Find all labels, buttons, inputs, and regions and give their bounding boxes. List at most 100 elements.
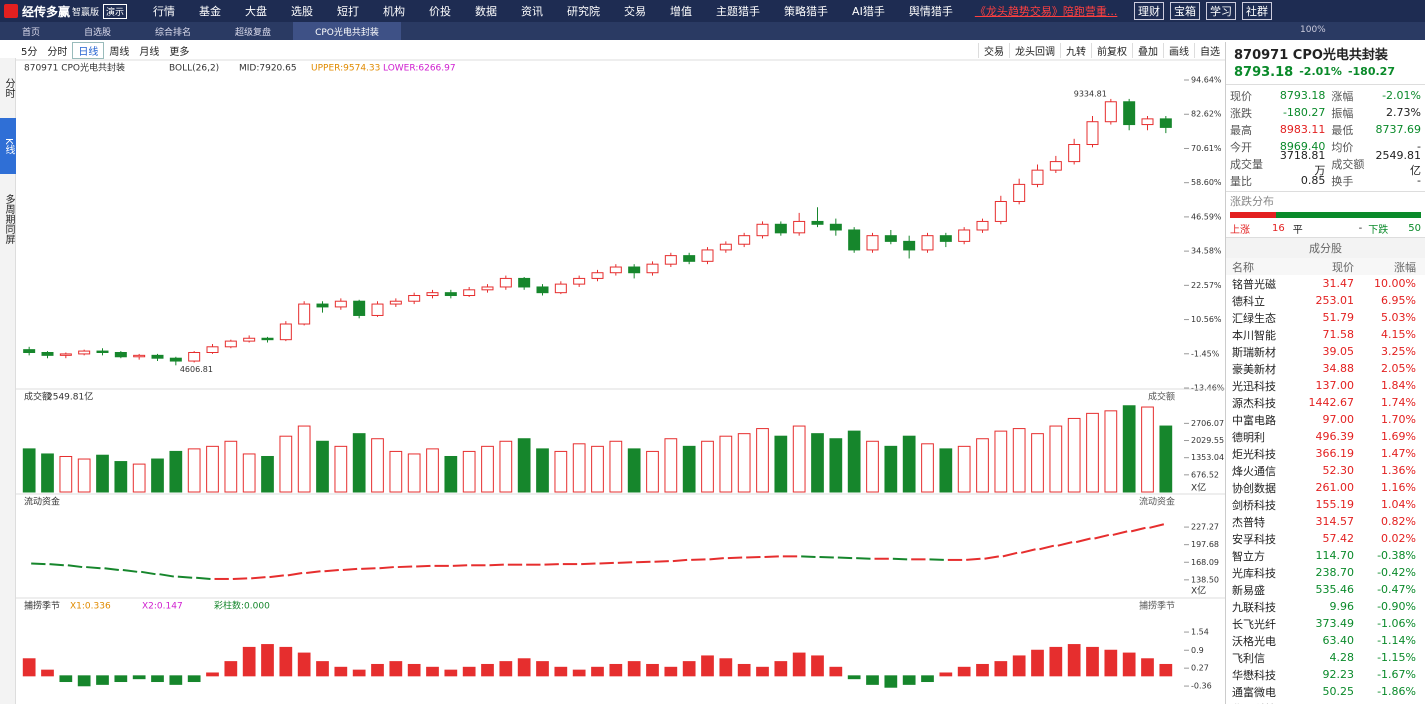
nav-item[interactable]: 增值: [670, 5, 693, 18]
bar: [866, 675, 879, 685]
nav-item[interactable]: 策略猎手: [784, 5, 829, 18]
tool[interactable]: 交易: [978, 42, 1009, 58]
nav-item[interactable]: 交易: [624, 5, 647, 18]
cons-row[interactable]: 斯瑞新材 39.05 3.25%: [1226, 343, 1425, 360]
indicator: BOLL(26,2): [169, 64, 219, 74]
cons-row[interactable]: 本川智能 71.58 4.15%: [1226, 326, 1425, 343]
cons-row[interactable]: 新易盛 535.46 -0.47%: [1226, 581, 1425, 598]
cons-row[interactable]: 源杰科技 1442.67 1.74%: [1226, 394, 1425, 411]
bar: [902, 675, 916, 685]
cons-row[interactable]: 中富电路 97.00 1.70%: [1226, 411, 1425, 428]
bar: [187, 448, 201, 493]
cons-row[interactable]: 杰普特 314.57 0.82%: [1226, 513, 1425, 530]
nav-button[interactable]: 宝箱: [1170, 2, 1200, 20]
cons-cell: 63.40: [1322, 634, 1355, 647]
cons-row[interactable]: 光库科技 238.70 -0.42%: [1226, 564, 1425, 581]
cons-row[interactable]: 德科立 253.01 6.95%: [1226, 292, 1425, 309]
marquee[interactable]: 《龙头趋势交易》陪跑营重...: [974, 5, 1118, 18]
nav-button[interactable]: 学习: [1206, 2, 1236, 20]
nav-item[interactable]: 主题猎手: [716, 5, 761, 18]
cons-row[interactable]: 九联科技 9.96 -0.90%: [1226, 598, 1425, 615]
cons-row[interactable]: 汇绿生态 51.79 5.03%: [1226, 309, 1425, 326]
period[interactable]: 更多: [169, 46, 190, 58]
logo: [4, 4, 18, 18]
tab[interactable]: CPO光电共封装: [293, 22, 401, 40]
nav-item[interactable]: AI猎手: [852, 5, 885, 18]
cons-row[interactable]: 豪美新材 34.88 2.05%: [1226, 360, 1425, 377]
candle-body: [41, 351, 54, 356]
cons-row[interactable]: 华天科技12.65-1.86%: [1226, 700, 1425, 704]
nav-item[interactable]: 数据: [475, 5, 498, 18]
flow-segment: [104, 567, 119, 572]
flow-segment: [1149, 523, 1165, 529]
cons-row[interactable]: 烽火通信 52.30 1.36%: [1226, 462, 1425, 479]
tab[interactable]: 超级复盘: [235, 28, 272, 38]
bar: [591, 445, 604, 493]
nav-item[interactable]: 行情: [153, 5, 176, 18]
tool[interactable]: 自选: [1194, 42, 1225, 58]
cons-cell: 本川智能: [1232, 328, 1276, 342]
tab[interactable]: 自选股: [84, 28, 112, 38]
cons-row[interactable]: 华懋科技 92.23 -1.67%: [1226, 666, 1425, 683]
nav-item[interactable]: 机构: [383, 5, 406, 18]
stat-label: 成交量: [1230, 157, 1263, 171]
cons-row[interactable]: 飞利信 4.28 -1.15%: [1226, 649, 1425, 666]
candle-body: [646, 263, 659, 274]
nav-item[interactable]: 研究院: [567, 5, 601, 18]
nav-button[interactable]: 理财: [1134, 2, 1164, 20]
stat-label: 涨幅: [1331, 89, 1354, 103]
nav-item[interactable]: 价投: [429, 5, 452, 18]
tool[interactable]: 画线: [1163, 42, 1194, 58]
period[interactable]: 周线: [109, 46, 130, 58]
period[interactable]: 月线: [139, 46, 160, 58]
nav-item[interactable]: 大盘: [245, 5, 268, 18]
cons-cell: 496.39: [1315, 430, 1355, 443]
cons-cell: 新易盛: [1232, 583, 1265, 597]
cons-row[interactable]: 智立方 114.70 -0.38%: [1226, 547, 1425, 564]
cons-cell: 366.19: [1315, 447, 1355, 460]
bar: [921, 443, 934, 493]
candle-body: [426, 292, 439, 297]
period[interactable]: 分时: [47, 46, 68, 58]
nav-item[interactable]: 舆情猎手: [908, 5, 953, 18]
period[interactable]: 日线: [72, 41, 105, 59]
cons-row[interactable]: 德明利 496.39 1.69%: [1226, 428, 1425, 445]
cons-cell: 智立方: [1232, 549, 1265, 563]
candle-body: [261, 337, 274, 341]
side-tab[interactable]: 多周期同屏: [3, 194, 14, 244]
nav-item[interactable]: 基金: [199, 5, 222, 18]
cons-row[interactable]: 炬光科技 366.19 1.47%: [1226, 445, 1425, 462]
cons-row[interactable]: 安孚科技 57.42 0.02%: [1226, 530, 1425, 547]
nav-button[interactable]: 社群: [1242, 2, 1272, 20]
cons-row[interactable]: 铭普光磁 31.47 10.00%: [1226, 275, 1425, 292]
side-tab[interactable]: 分时: [3, 78, 14, 98]
cons-row[interactable]: 协创数据 261.00 1.16%: [1226, 479, 1425, 496]
nav-item[interactable]: 资讯: [521, 5, 544, 18]
tool[interactable]: 龙头回调: [1009, 42, 1060, 58]
cons-cell: 137.00: [1315, 379, 1355, 392]
flow-segment: [581, 562, 596, 566]
stat-row: 最高 8983.11 最低 8737.69: [1230, 121, 1421, 138]
cons-row[interactable]: 通富微电 50.25 -1.86%: [1226, 683, 1425, 700]
tool[interactable]: 前复权: [1091, 42, 1132, 58]
nav-item[interactable]: 选股: [291, 5, 314, 18]
candle-body: [499, 277, 512, 288]
nav-item[interactable]: 短打: [337, 5, 360, 18]
tool[interactable]: 九转: [1060, 42, 1091, 58]
cons-row[interactable]: 剑桥科技 155.19 1.04%: [1226, 496, 1425, 513]
cons-cell: 34.88: [1322, 362, 1355, 375]
tab[interactable]: 首页: [22, 28, 41, 38]
cons-row[interactable]: 沃格光电 63.40 -1.14%: [1226, 632, 1425, 649]
period[interactable]: 5分: [21, 46, 38, 58]
bar: [77, 675, 91, 687]
side-tab[interactable]: K线: [0, 118, 16, 174]
candle-body: [133, 354, 146, 358]
tab[interactable]: 综合排名: [155, 28, 192, 38]
stat-row: 今开 8969.40 均价 -: [1230, 138, 1421, 155]
bar: [371, 438, 384, 493]
cons-row[interactable]: 长飞光纤 373.49 -1.06%: [1226, 615, 1425, 632]
bar: [169, 450, 183, 493]
cons-row[interactable]: 光迅科技 137.00 1.84%: [1226, 377, 1425, 394]
candle-body: [316, 303, 329, 308]
tool[interactable]: 叠加: [1132, 42, 1163, 58]
